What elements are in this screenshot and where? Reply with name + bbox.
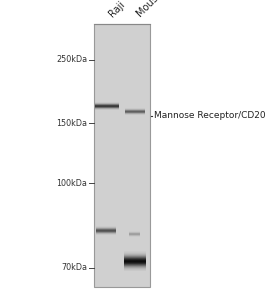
Text: Mannose Receptor/CD206: Mannose Receptor/CD206 — [154, 111, 265, 120]
Text: 150kDa: 150kDa — [56, 118, 87, 127]
Bar — [94, 24, 150, 286]
Text: 100kDa: 100kDa — [56, 178, 87, 188]
Text: 70kDa: 70kDa — [61, 263, 87, 272]
Text: Mouse lung: Mouse lung — [135, 0, 182, 20]
Text: 250kDa: 250kDa — [56, 56, 87, 64]
Text: Raji: Raji — [107, 0, 127, 20]
